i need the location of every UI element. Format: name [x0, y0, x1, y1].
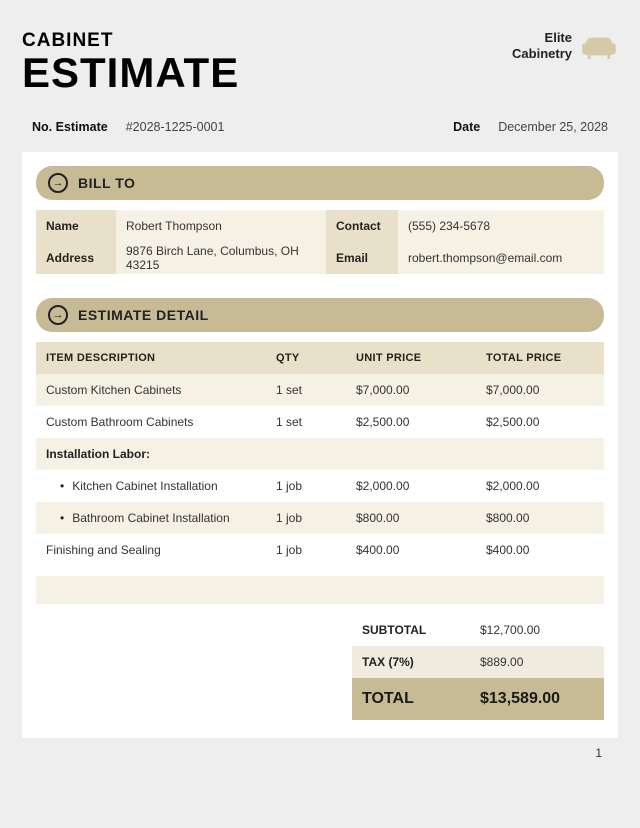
table-row: Custom Kitchen Cabinets1 set$7,000.00$7,…	[36, 374, 604, 406]
th-unit: UNIT PRICE	[346, 342, 476, 374]
bill-email: robert.thompson@email.com	[398, 242, 604, 274]
bill-email-label: Email	[326, 242, 398, 274]
cell-unit	[346, 438, 476, 470]
cell-unit: $800.00	[346, 502, 476, 534]
page-number: 1	[22, 738, 618, 760]
section-bill-to: → BILL TO	[36, 166, 604, 200]
company-line2: Cabinetry	[512, 46, 572, 62]
estimate-no-label: No. Estimate	[32, 120, 108, 134]
totals-block: SUBTOTAL $12,700.00 TAX (7%) $889.00 TOT…	[352, 614, 604, 720]
section-detail: → ESTIMATE DETAIL	[36, 298, 604, 332]
table-row: Kitchen Cabinet Installation1 job$2,000.…	[36, 470, 604, 502]
total-label: TOTAL	[352, 678, 470, 720]
cell-qty: 1 job	[266, 502, 346, 534]
cell-qty: 1 set	[266, 374, 346, 406]
subtotal-value: $12,700.00	[470, 614, 604, 646]
cell-desc: Bathroom Cabinet Installation	[36, 502, 266, 534]
bill-contact: (555) 234-5678	[398, 210, 604, 242]
tax-value: $889.00	[470, 646, 604, 678]
cell-qty	[266, 438, 346, 470]
company-name: Elite Cabinetry	[512, 30, 572, 61]
cell-qty: 1 job	[266, 534, 346, 566]
bill-address: 9876 Birch Lane, Columbus, OH 43215	[116, 242, 326, 274]
bill-to-block: Name Address Robert Thompson 9876 Birch …	[36, 210, 604, 274]
cell-total	[476, 438, 604, 470]
bill-address-label: Address	[36, 242, 116, 274]
cell-qty: 1 set	[266, 406, 346, 438]
table-row: Custom Bathroom Cabinets1 set$2,500.00$2…	[36, 406, 604, 438]
cell-unit: $7,000.00	[346, 374, 476, 406]
estimate-table: ITEM DESCRIPTION QTY UNIT PRICE TOTAL PR…	[36, 342, 604, 566]
spacer-row	[36, 576, 604, 604]
table-row: Finishing and Sealing1 job$400.00$400.00	[36, 534, 604, 566]
subtotal-label: SUBTOTAL	[352, 614, 470, 646]
bill-to-title: BILL TO	[78, 175, 135, 191]
th-desc: ITEM DESCRIPTION	[36, 342, 266, 374]
card: → BILL TO Name Address Robert Thompson 9…	[22, 152, 618, 738]
sofa-icon	[580, 32, 618, 60]
cell-total: $2,500.00	[476, 406, 604, 438]
title-line2: ESTIMATE	[22, 52, 239, 94]
header: CABINET ESTIMATE Elite Cabinetry	[22, 30, 618, 94]
bill-name-label: Name	[36, 210, 116, 242]
bill-name: Robert Thompson	[116, 210, 326, 242]
table-row: Installation Labor:	[36, 438, 604, 470]
cell-desc: Custom Bathroom Cabinets	[36, 406, 266, 438]
cell-unit: $2,500.00	[346, 406, 476, 438]
tax-label: TAX (7%)	[352, 646, 470, 678]
total-value: $13,589.00	[470, 678, 604, 720]
cell-total: $400.00	[476, 534, 604, 566]
arrow-icon: →	[48, 305, 68, 325]
date-label: Date	[453, 120, 480, 134]
cell-total: $800.00	[476, 502, 604, 534]
company-block: Elite Cabinetry	[512, 30, 618, 61]
cell-desc: Custom Kitchen Cabinets	[36, 374, 266, 406]
cell-desc: Installation Labor:	[36, 438, 266, 470]
cell-unit: $400.00	[346, 534, 476, 566]
meta-row: No. Estimate #2028-1225-0001 Date Decemb…	[22, 112, 618, 152]
title-block: CABINET ESTIMATE	[22, 30, 239, 94]
cell-total: $7,000.00	[476, 374, 604, 406]
detail-title: ESTIMATE DETAIL	[78, 307, 209, 323]
table-row: Bathroom Cabinet Installation1 job$800.0…	[36, 502, 604, 534]
estimate-no-value: #2028-1225-0001	[126, 120, 225, 134]
cell-qty: 1 job	[266, 470, 346, 502]
cell-total: $2,000.00	[476, 470, 604, 502]
th-qty: QTY	[266, 342, 346, 374]
th-total: TOTAL PRICE	[476, 342, 604, 374]
cell-unit: $2,000.00	[346, 470, 476, 502]
bill-contact-label: Contact	[326, 210, 398, 242]
arrow-icon: →	[48, 173, 68, 193]
company-line1: Elite	[512, 30, 572, 46]
cell-desc: Kitchen Cabinet Installation	[36, 470, 266, 502]
date-value: December 25, 2028	[498, 120, 608, 134]
cell-desc: Finishing and Sealing	[36, 534, 266, 566]
